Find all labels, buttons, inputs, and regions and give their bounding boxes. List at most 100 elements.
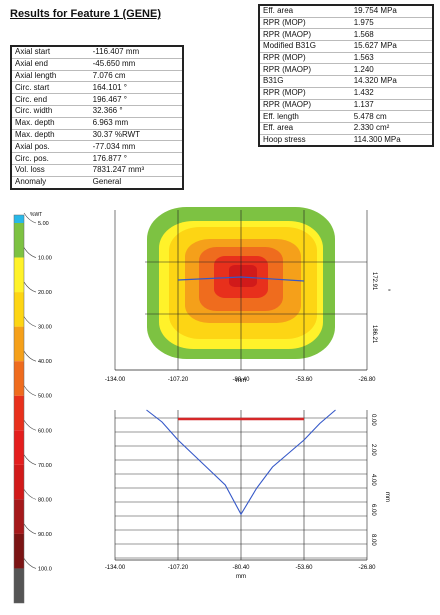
heatmap-contour-band <box>229 265 257 287</box>
legend-color-band <box>14 533 24 569</box>
table-row: Circ. pos. 176.877 ° <box>11 152 183 165</box>
legend-tick-mark <box>23 316 37 327</box>
legend-color-band <box>14 568 24 603</box>
pressure-assessment-table: Eff. area 19.754 MPa RPR (MOP) 1.975 RPR (MA… <box>258 4 434 148</box>
legend-tick-mark <box>23 454 37 466</box>
table-row: RPR (MOP) 1.432 <box>259 87 433 100</box>
row-label: Hoop stress <box>259 134 350 147</box>
heatmap-profile-line <box>177 276 305 282</box>
row-label: Axial end <box>11 58 87 71</box>
table-row: Eff. length 5.478 cm <box>259 110 433 123</box>
row-label: Eff. length <box>259 110 350 123</box>
row-label: Anomaly <box>11 176 87 190</box>
heatmap-y-tick-label: 186.21 <box>371 325 377 344</box>
row-value: 19.754 MPa <box>349 5 433 18</box>
table-row: Axial start -116.407 mm <box>11 46 183 59</box>
profile-y-tick-label: 2.00 <box>370 444 376 456</box>
legend-tick-mark <box>23 489 37 500</box>
row-value: -45.650 mm <box>86 58 183 71</box>
row-value: General <box>86 176 183 190</box>
legend-tick-label: 40.00 <box>38 359 52 365</box>
table-row: Vol. loss 7831.247 mm³ <box>11 164 183 177</box>
legend-tick-mark <box>23 523 37 535</box>
heatmap-y-tick-label: 172.91 <box>371 272 377 291</box>
profile-y-tick-label: 4.00 <box>370 474 376 486</box>
row-label: Modified B31G <box>259 40 350 53</box>
legend-color-band <box>14 361 24 396</box>
legend-tick-label: 60.00 <box>38 428 52 434</box>
table-row: Anomaly General <box>11 176 183 190</box>
row-value: -116.407 mm <box>86 46 183 59</box>
row-value: 7831.247 mm³ <box>86 164 183 177</box>
legend-tick-label: 10.00 <box>38 256 52 262</box>
legend-tick-label: 50.00 <box>38 394 52 400</box>
heatmap-x-tick-label: -53.60 <box>295 377 313 383</box>
table-row: Modified B31G 15.627 MPa <box>259 40 433 53</box>
row-value: -77.034 mm <box>86 140 183 154</box>
row-value: 114.300 MPa <box>349 134 433 147</box>
heatmap-y-unit: ° <box>388 288 391 296</box>
row-label: Circ. start <box>11 81 87 95</box>
table-row: RPR (MOP) 1.975 <box>259 17 433 30</box>
row-value: 6.963 mm <box>86 117 183 130</box>
row-label: RPR (MOP) <box>259 87 350 100</box>
table-row: RPR (MAOP) 1.568 <box>259 28 433 42</box>
heatmap-x-tick-label: -134.00 <box>105 377 126 383</box>
legend-color-band <box>14 257 24 293</box>
row-label: RPR (MOP) <box>259 17 350 30</box>
row-value: 1.975 <box>349 17 433 30</box>
legend-tick-mark <box>23 351 37 362</box>
row-label: Eff. area <box>259 5 350 18</box>
profile-x-tick-label: -53.60 <box>295 565 313 571</box>
legend-color-band <box>14 499 24 534</box>
row-label: Vol. loss <box>11 164 87 177</box>
profile-x-axis-label: mm <box>236 574 246 580</box>
table-row: RPR (MAOP) 1.240 <box>259 63 433 77</box>
row-value: 1.137 <box>349 99 433 112</box>
row-label: RPR (MAOP) <box>259 99 350 112</box>
table-row: RPR (MOP) 1.563 <box>259 52 433 65</box>
row-value: 1.240 <box>349 63 433 77</box>
table-row: Circ. width 32.366 ° <box>11 105 183 118</box>
legend-color-band <box>14 326 24 362</box>
legend-tick-mark <box>23 385 37 397</box>
table-row: Max. depth 30.37 %RWT <box>11 129 183 142</box>
legend-tick-mark <box>23 247 37 258</box>
profile-depth-line <box>146 409 336 516</box>
row-label: Axial start <box>11 46 87 59</box>
legend-tick-label: 5.00 <box>38 221 49 227</box>
row-value: 1.432 <box>349 87 433 100</box>
row-label: RPR (MAOP) <box>259 63 350 77</box>
row-value: 2.330 cm² <box>349 122 433 135</box>
row-label: Axial length <box>11 70 87 83</box>
heatmap-x-axis-label: mm <box>236 378 246 384</box>
legend-tick-mark <box>23 558 37 569</box>
table-row: Circ. start 164.101 ° <box>11 81 183 95</box>
row-value: 30.37 %RWT <box>86 129 183 142</box>
legend-tick-label: 90.00 <box>38 532 52 538</box>
heatmap-x-tick-label: -80.40 <box>232 377 250 383</box>
legend-tick-label: 70.00 <box>38 463 52 469</box>
row-value: 1.563 <box>349 52 433 65</box>
legend-color-band <box>14 215 24 223</box>
row-label: Circ. pos. <box>11 152 87 165</box>
row-label: B31G <box>259 75 350 88</box>
profile-y-axis-label: mm <box>384 492 390 502</box>
legend-frame <box>13 214 25 604</box>
profile-x-tick-label: -107.20 <box>168 565 189 571</box>
profile-x-tick-label: -80.40 <box>232 565 250 571</box>
legend-tick-label: 20.00 <box>38 290 52 296</box>
table-row: Circ. end 196.467 ° <box>11 93 183 106</box>
row-label: Max. depth <box>11 117 87 130</box>
row-value: 176.877 ° <box>86 152 183 165</box>
row-label: Circ. width <box>11 105 87 118</box>
profile-y-tick-label: 8.00 <box>370 534 376 546</box>
profile-x-tick-label: -26.80 <box>358 565 376 571</box>
legend-tick-label: 80.00 <box>38 497 52 503</box>
row-label: Eff. area <box>259 122 350 135</box>
legend-color-band <box>14 464 24 500</box>
table-row: Eff. area 19.754 MPa <box>259 5 433 18</box>
row-value: 7.076 cm <box>86 70 183 83</box>
legend-color-band <box>14 430 24 465</box>
heatmap-x-tick-label: -107.20 <box>168 377 189 383</box>
